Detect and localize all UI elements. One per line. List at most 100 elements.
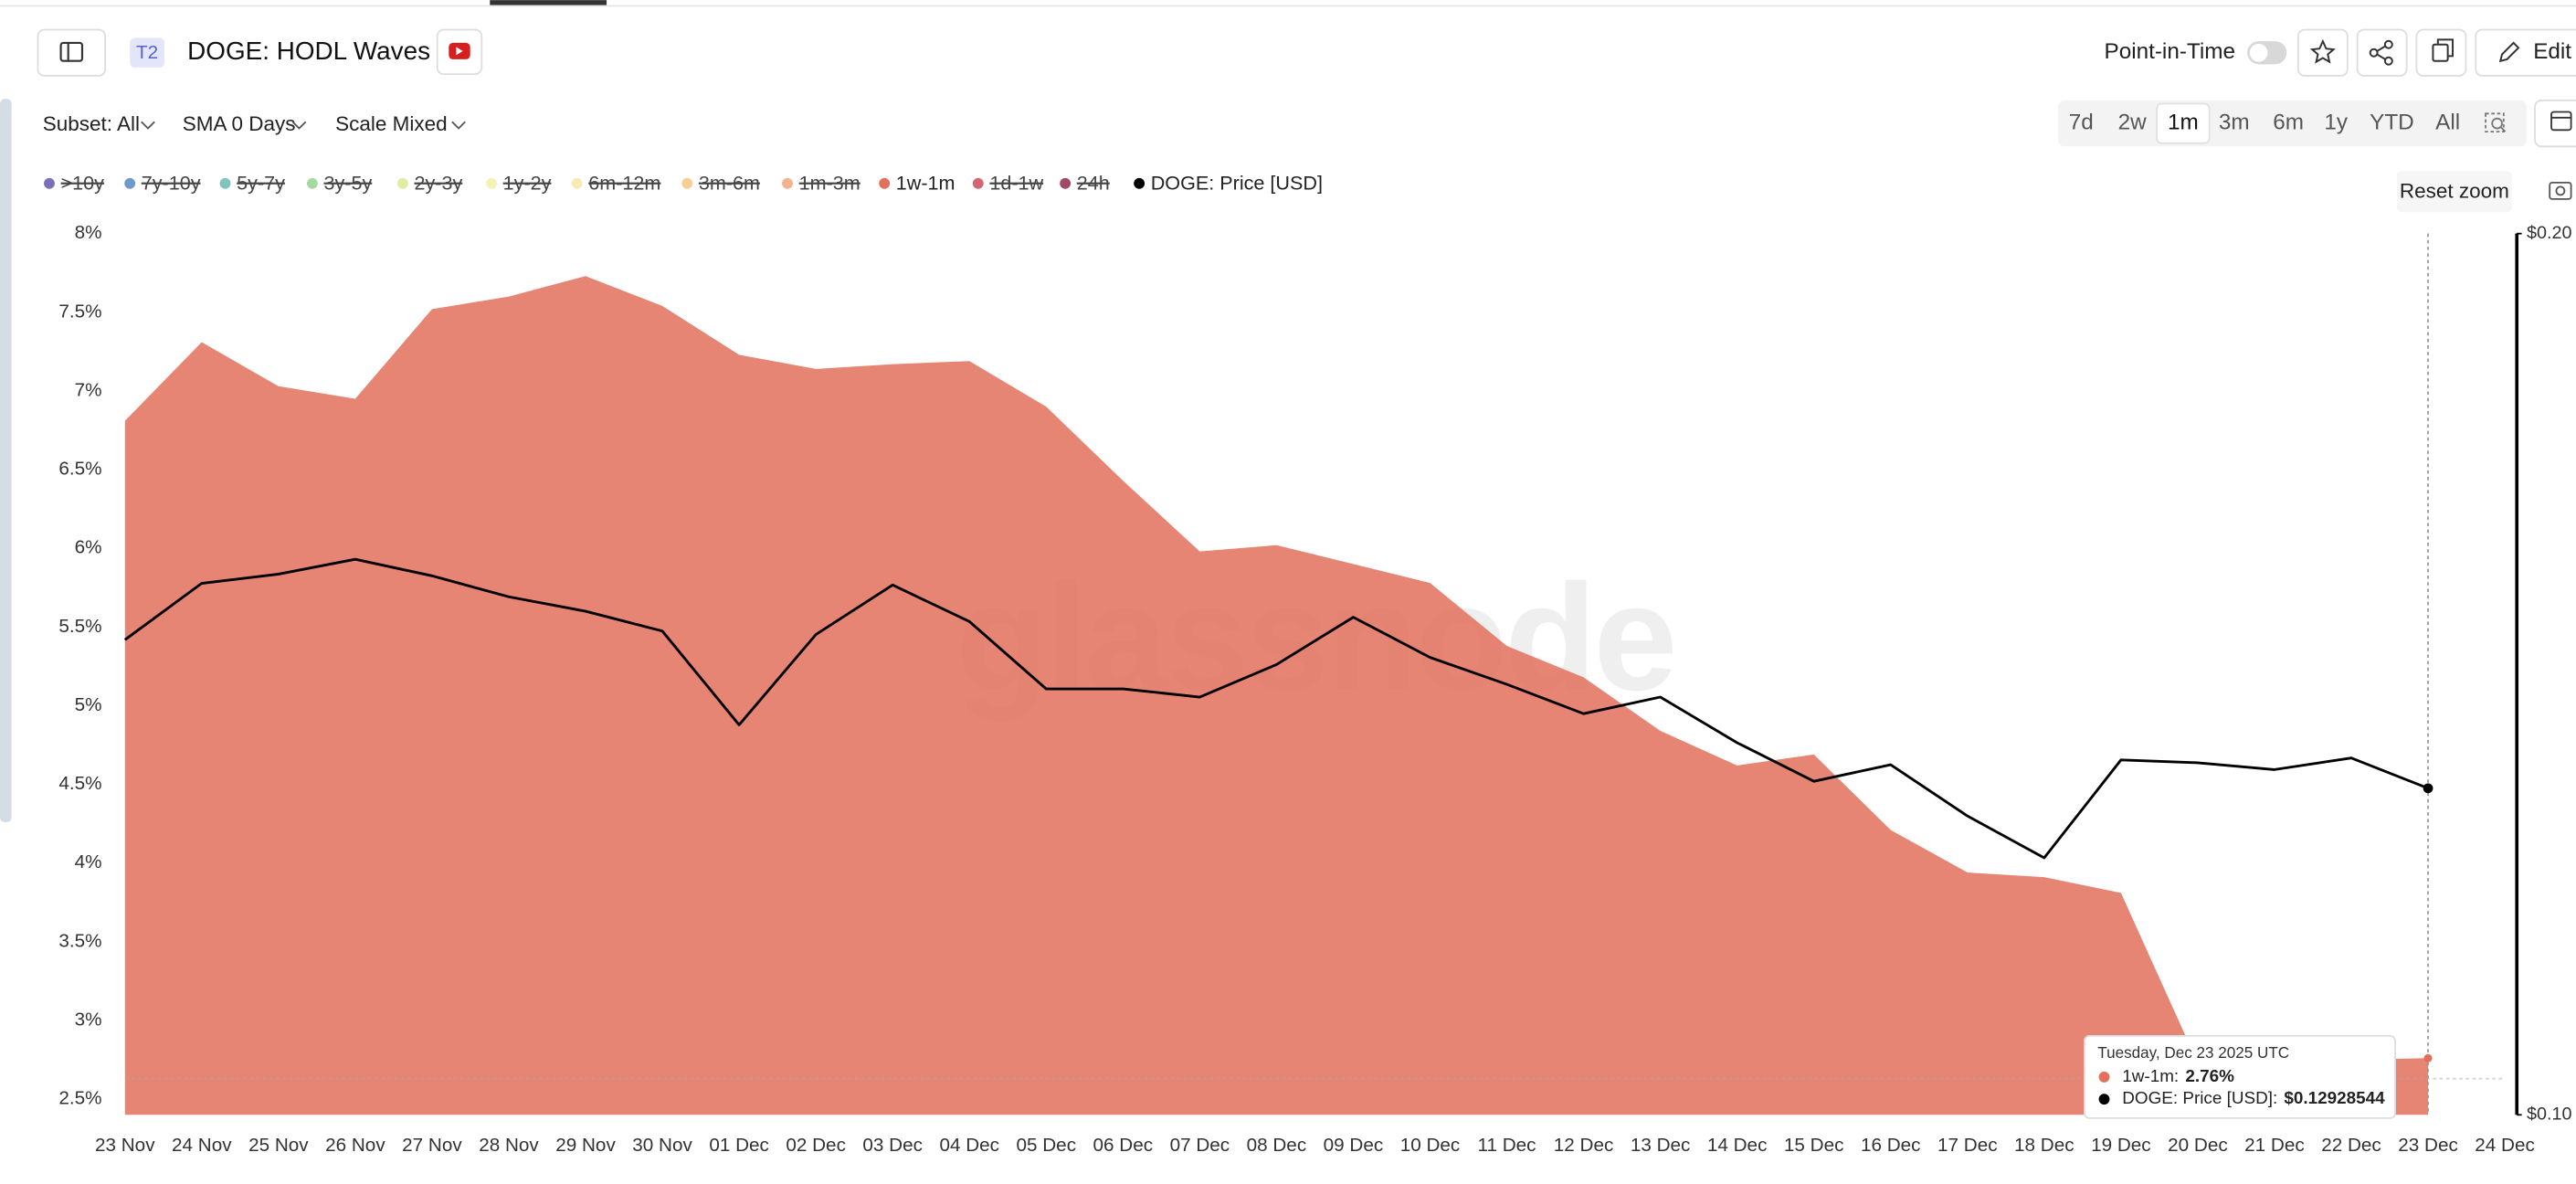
legend-swatch [571, 177, 583, 189]
subset-dropdown[interactable]: Subset: All [43, 112, 140, 135]
x-tick-label: 04 Dec [939, 1135, 999, 1156]
legend-item[interactable]: 6m-12m [588, 171, 660, 194]
x-tick-label: 19 Dec [2091, 1135, 2151, 1156]
range-button[interactable]: 1y [2324, 111, 2349, 135]
x-tick-label: 18 Dec [2014, 1135, 2075, 1156]
sma-dropdown[interactable]: SMA 0 Days [183, 112, 296, 135]
y-tick-label: 7.5% [58, 301, 101, 322]
legend-item[interactable]: 24h [1077, 171, 1110, 194]
tooltip-swatch [2098, 1071, 2110, 1083]
y-tick-label: 4% [75, 851, 102, 872]
legend-item[interactable]: 5y-7y [237, 171, 285, 194]
reset-zoom-button[interactable] [2396, 171, 2512, 213]
x-tick-label: 29 Nov [555, 1135, 616, 1156]
legend-swatch [681, 177, 693, 189]
y-tick-label: 6.5% [58, 459, 101, 480]
legend-item[interactable]: DOGE: Price [USD] [1151, 171, 1323, 194]
copy-button[interactable] [2415, 28, 2467, 77]
page-title: DOGE: HODL Waves [187, 37, 430, 65]
x-tick-label: 12 Dec [1554, 1135, 1614, 1156]
x-tick-label: 02 Dec [786, 1135, 846, 1156]
range-button[interactable]: YTD [2370, 111, 2414, 135]
badge-bg [130, 37, 164, 68]
badge: T2 [136, 42, 158, 63]
x-tick-label: 23 Dec [2398, 1135, 2458, 1156]
legend-item[interactable]: 7y-10y [142, 171, 201, 194]
price-line [123, 557, 2429, 860]
x-tick-label: 01 Dec [709, 1135, 769, 1156]
share-icon [2369, 39, 2393, 66]
legend-swatch [1060, 177, 1072, 189]
sidebar-icon [59, 41, 84, 62]
x-tick-label: 06 Dec [1093, 1135, 1154, 1156]
scale-dropdown[interactable]: Scale Mixed [335, 112, 447, 135]
favorite-button[interactable] [2296, 28, 2349, 77]
range-button[interactable]: 3m [2219, 111, 2250, 135]
tooltip-label: DOGE: Price [USD]: [2122, 1089, 2277, 1108]
x-tick-label: 16 Dec [1861, 1135, 1921, 1156]
sidebar-toggle[interactable] [37, 28, 107, 77]
copy-icon [2432, 38, 2455, 62]
tooltip-value: 2.76% [2185, 1067, 2234, 1086]
x-tick-label: 24 Dec [2475, 1135, 2535, 1156]
legend-item[interactable]: >10y [61, 171, 105, 194]
legend-item[interactable]: 1d-1w [989, 171, 1043, 194]
area [124, 276, 2429, 1115]
x-tick-label: 24 Nov [172, 1135, 232, 1156]
range-button[interactable]: 6m [2273, 111, 2304, 135]
x-tick-label: 10 Dec [1400, 1135, 1461, 1156]
legend-swatch [124, 177, 136, 189]
legend-item[interactable]: 1y-2y [503, 171, 552, 194]
calendar-icon [2550, 111, 2572, 132]
edit-label: Edit [2533, 39, 2571, 64]
calendar-button[interactable] [2534, 100, 2576, 148]
tooltip-line: 1w-1m: 2.76% [2122, 1067, 2234, 1086]
tooltip-swatch [2098, 1094, 2110, 1105]
point-in-time-label: Point-in-Time [2105, 39, 2235, 64]
legend-swatch [219, 177, 231, 189]
range-button[interactable]: 2w [2118, 111, 2148, 135]
screenshot-icon[interactable] [2549, 181, 2572, 200]
star-icon [2309, 38, 2336, 64]
range-button[interactable]: 1m [2168, 111, 2199, 135]
legend-item[interactable]: 3m-6m [699, 171, 760, 194]
x-tick-label: 05 Dec [1016, 1135, 1076, 1156]
x-tick-label: 11 Dec [1478, 1135, 1536, 1156]
y2-tick-label: $0.20 [2527, 223, 2572, 243]
youtube-play [456, 47, 463, 56]
x-tick-label: 25 Nov [248, 1135, 309, 1156]
legend-swatch [486, 177, 498, 189]
y2-tick-label: $0.10 [2527, 1105, 2572, 1125]
share-button[interactable] [2356, 28, 2408, 77]
range-button[interactable]: 7d [2069, 111, 2094, 135]
x-tick-label: 14 Dec [1707, 1135, 1768, 1156]
y-tick-label: 7% [75, 379, 102, 400]
legend-item[interactable]: 1m-3m [799, 171, 860, 194]
edit-button[interactable] [2475, 28, 2576, 77]
x-tick-label: 08 Dec [1247, 1135, 1307, 1156]
range-button[interactable]: All [2435, 111, 2460, 135]
legend-swatch [972, 177, 984, 189]
y-tick-label: 8% [75, 222, 102, 243]
x-tick-label: 21 Dec [2244, 1135, 2305, 1156]
chevron [141, 121, 155, 130]
reset-zoom[interactable]: Reset zoom [2400, 180, 2509, 203]
legend-swatch [1134, 177, 1145, 189]
legend-item[interactable]: 3y-5y [324, 171, 373, 194]
legend-swatch [782, 177, 793, 189]
legend-swatch [879, 177, 891, 189]
legend-swatch [44, 177, 55, 189]
legend-item[interactable]: 2y-3y [415, 171, 463, 194]
tooltip-label: 1w-1m: [2122, 1067, 2179, 1086]
legend-item[interactable]: 1w-1m [896, 171, 955, 194]
x-tick-label: 30 Nov [632, 1135, 692, 1156]
legend-swatch [306, 177, 318, 189]
x-tick-label: 15 Dec [1784, 1135, 1844, 1156]
x-tick-label: 22 Dec [2321, 1135, 2381, 1156]
x-tick-label: 09 Dec [1324, 1135, 1384, 1156]
hover-point [2423, 1053, 2433, 1062]
y-tick-label: 3% [75, 1009, 102, 1030]
zoom-select-icon[interactable] [2485, 112, 2507, 133]
